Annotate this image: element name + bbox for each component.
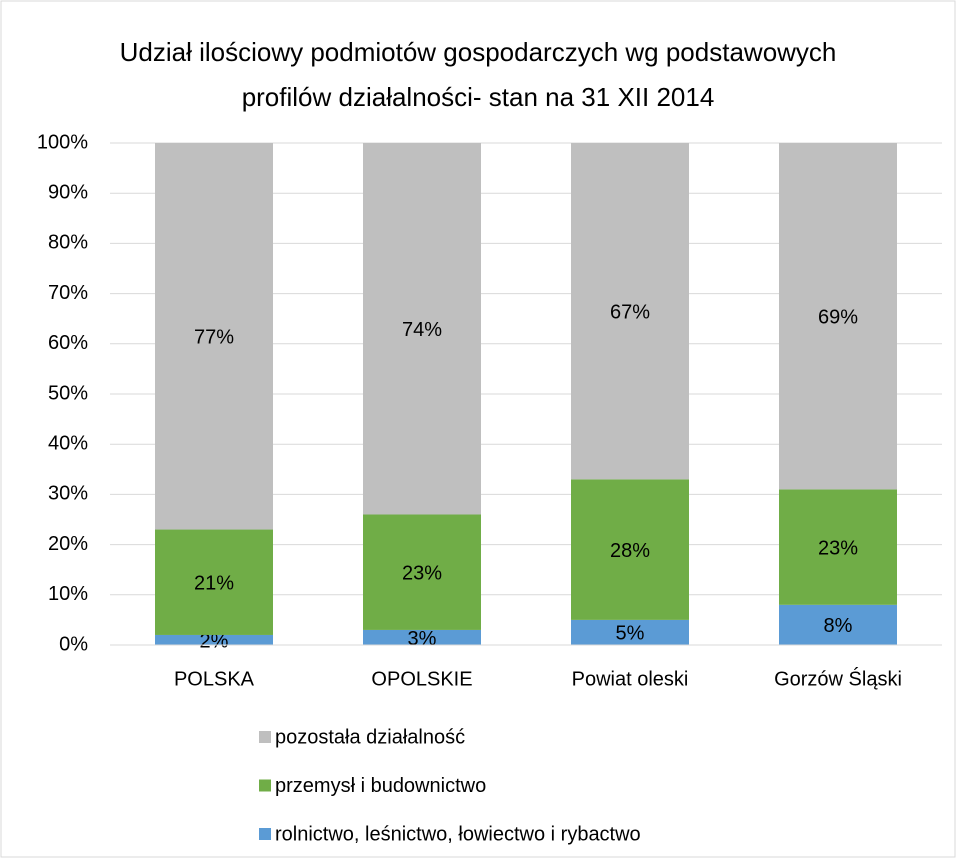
x-tick-label: OPOLSKIE [371, 668, 472, 690]
bar-segment [779, 604, 897, 645]
x-tick-label: POLSKA [174, 668, 255, 690]
chart-title: Udział ilościowy podmiotów gospodarczych… [119, 37, 837, 112]
bar-segment [779, 143, 897, 490]
bar-segment [571, 479, 689, 620]
legend-swatch [259, 779, 271, 792]
data-label: 8% [824, 615, 853, 637]
y-tick-label: 10% [48, 583, 88, 605]
bar-segment [363, 143, 481, 515]
y-tick-label: 40% [48, 432, 88, 454]
bar-segment [155, 634, 273, 645]
data-label: 23% [402, 562, 442, 584]
data-label: 74% [402, 319, 442, 341]
bar-segment [571, 143, 689, 480]
legend-label: rolnictwo, leśnictwo, łowiectwo i rybact… [275, 823, 641, 845]
bar-segment [779, 489, 897, 605]
y-tick-label: 60% [48, 332, 88, 354]
y-tick-label: 50% [48, 382, 88, 404]
data-label: 3% [408, 628, 437, 650]
data-label: 28% [610, 540, 650, 562]
y-tick-label: 20% [48, 533, 88, 555]
y-tick-label: 90% [48, 181, 88, 203]
bar-segment [363, 629, 481, 645]
data-label: 21% [194, 573, 234, 595]
legend-swatch [259, 731, 271, 743]
y-tick-label: 30% [48, 483, 88, 505]
data-label: 77% [194, 327, 234, 349]
legend-swatch [259, 828, 271, 840]
y-tick-label: 70% [48, 282, 88, 304]
y-tick-label: 100% [37, 131, 88, 153]
data-label: 69% [818, 306, 858, 328]
bar-segment [571, 619, 689, 645]
data-label: 2% [200, 630, 229, 652]
data-label: 5% [616, 623, 645, 645]
data-label: 23% [818, 537, 858, 559]
bar-segment [155, 143, 273, 530]
legend-label: pozostała działalność [275, 726, 465, 748]
y-tick-label: 0% [59, 633, 88, 655]
bar-segment [363, 514, 481, 630]
data-label: 67% [610, 301, 650, 323]
legend-label: przemysł i budownictwo [275, 775, 486, 797]
x-tick-label: Powiat oleski [572, 668, 689, 690]
bar-segment [155, 529, 273, 635]
x-tick-label: Gorzów Śląski [774, 666, 902, 690]
y-tick-label: 80% [48, 232, 88, 254]
